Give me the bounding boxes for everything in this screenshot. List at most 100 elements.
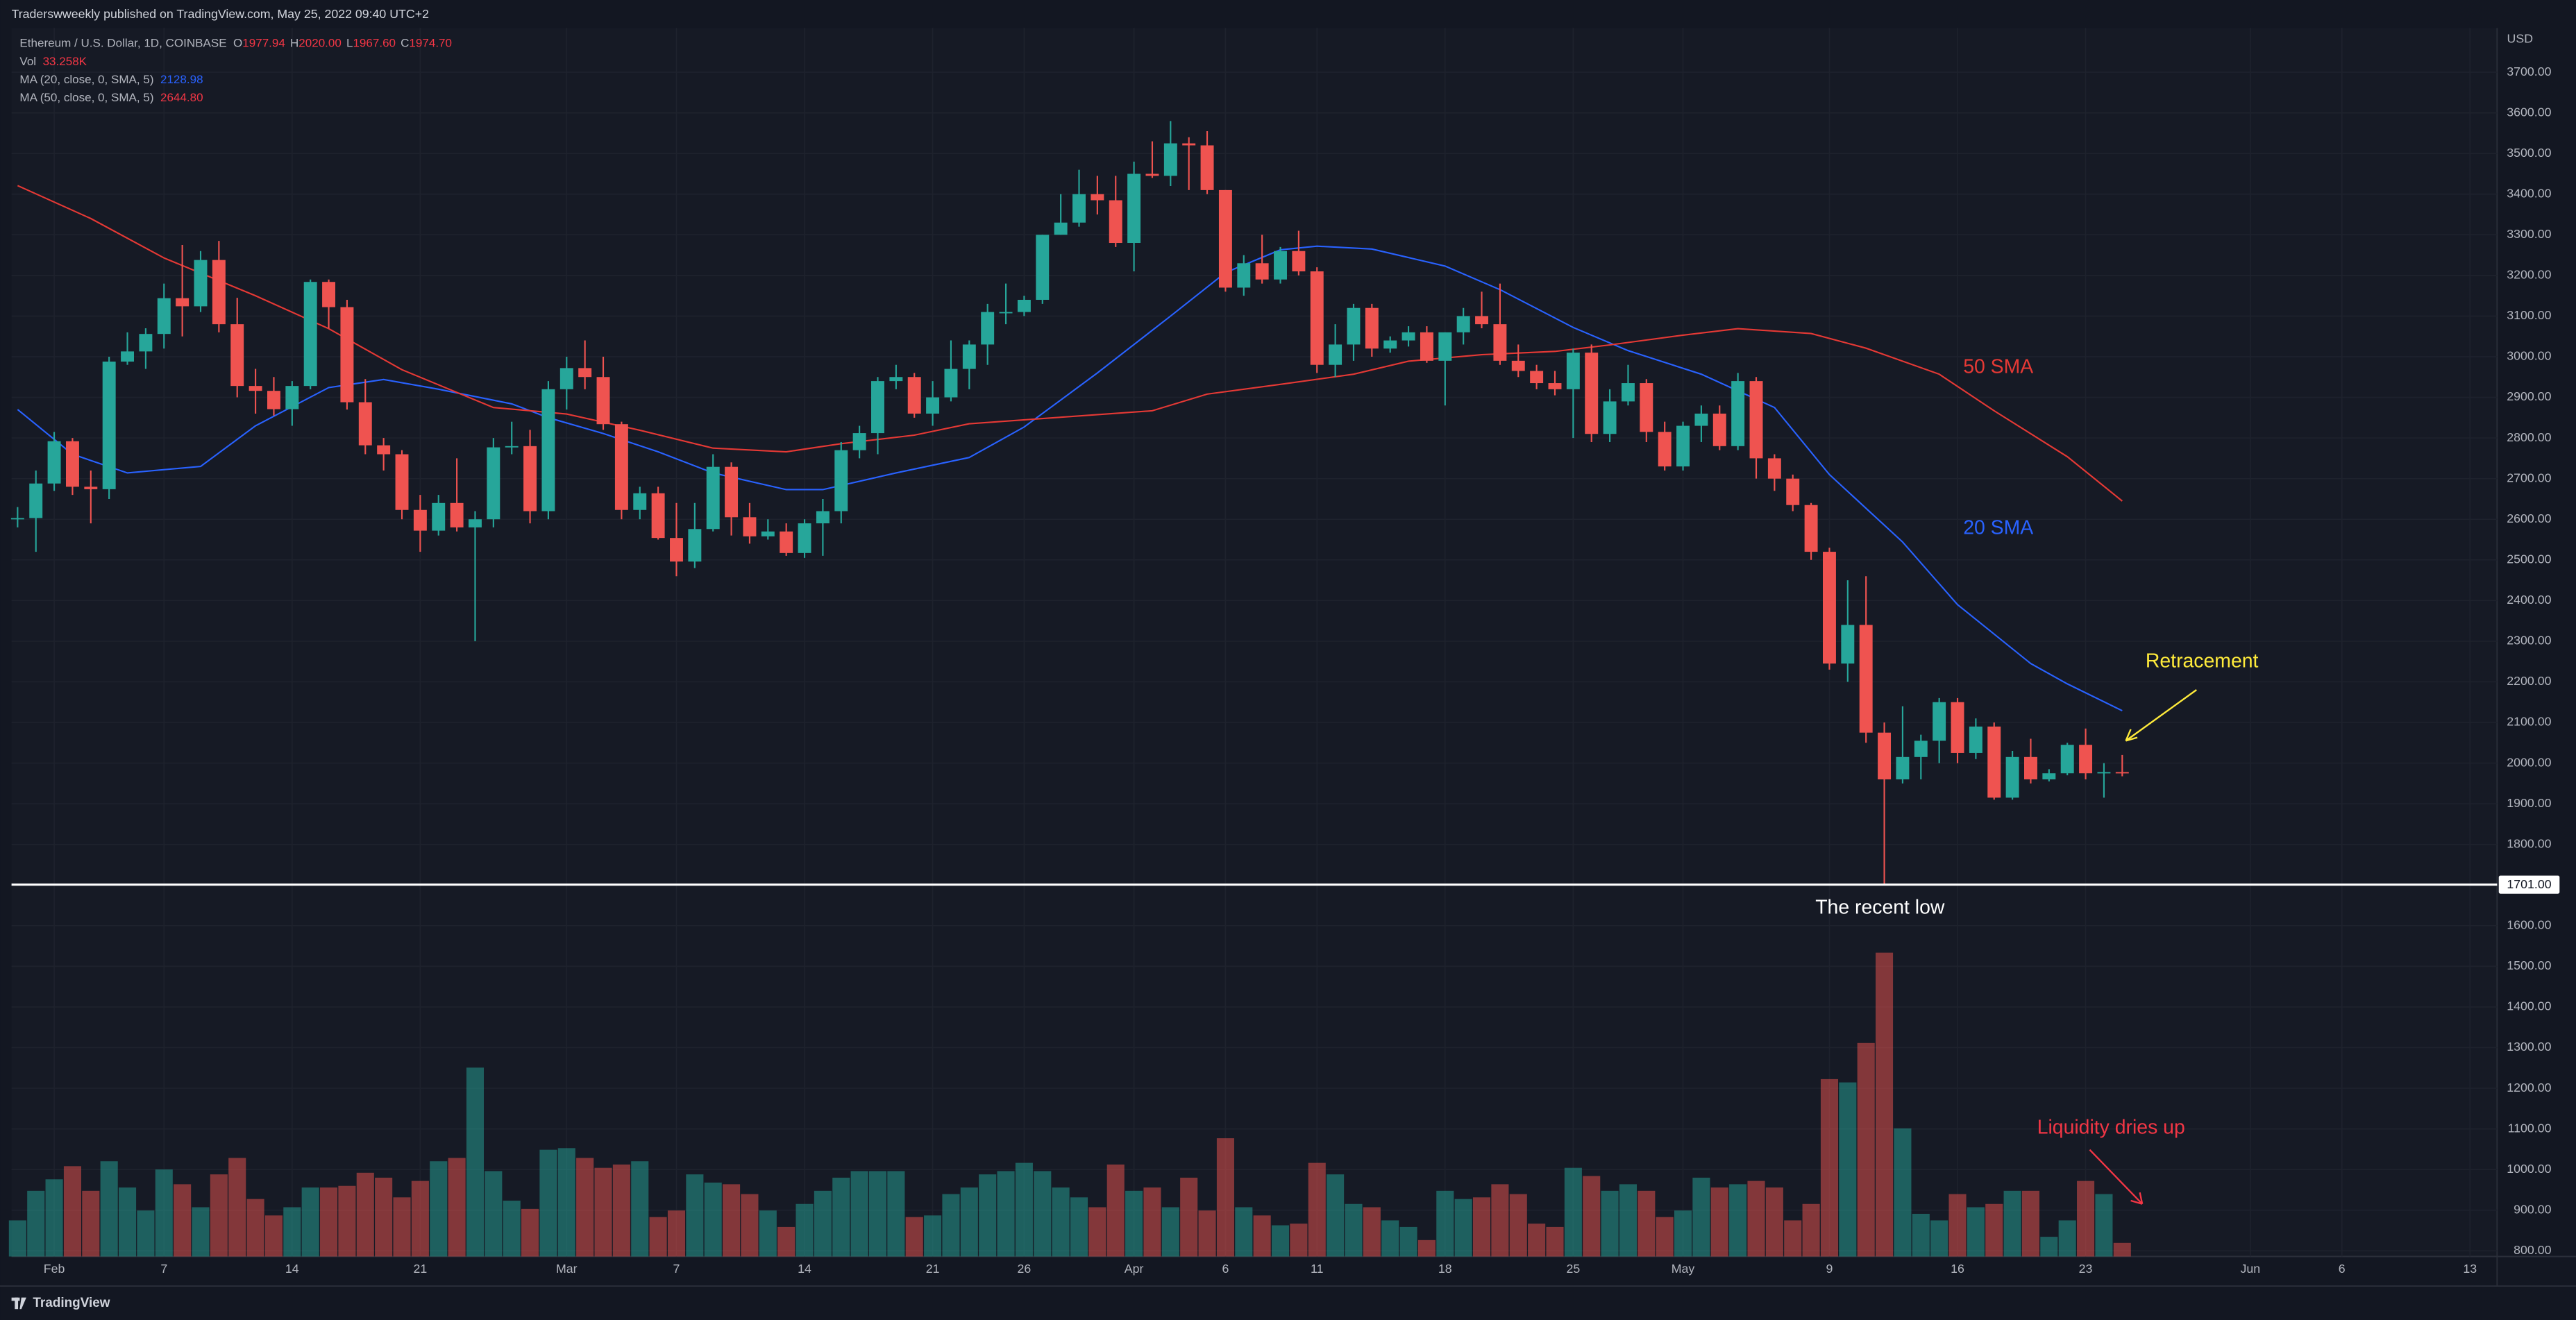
x-tick-label: 23: [2079, 1262, 2093, 1276]
volume-bar: [1106, 1164, 1125, 1257]
candle-body: [1749, 381, 1763, 459]
candle-body: [230, 324, 244, 387]
candle-body: [413, 509, 427, 531]
candle-body: [651, 493, 665, 539]
y-tick-label: 2500.00: [2507, 552, 2551, 566]
candle-body: [1822, 552, 1836, 664]
candle-body: [1859, 625, 1873, 733]
x-tick-label: 21: [414, 1262, 428, 1276]
volume-bar: [1491, 1184, 1509, 1257]
candle-body: [10, 518, 24, 520]
candle-body: [121, 351, 135, 362]
candle-body: [139, 334, 153, 352]
volume-bar: [1472, 1197, 1491, 1257]
x-tick-label: Apr: [1125, 1262, 1144, 1276]
volume-bar: [27, 1190, 45, 1257]
volume-bar: [356, 1172, 374, 1257]
volume-bar: [850, 1171, 868, 1257]
candle-body: [1475, 316, 1488, 325]
candle-body: [1145, 174, 1159, 176]
volume-bar: [210, 1174, 228, 1257]
volume-bar: [1417, 1239, 1436, 1257]
volume-bar: [612, 1164, 630, 1257]
volume-bar: [1546, 1226, 1564, 1257]
volume-bar: [1638, 1190, 1656, 1257]
y-tick-label: 1600.00: [2507, 918, 2551, 932]
y-tick-label: 3600.00: [2507, 105, 2551, 119]
y-tick-label: 3000.00: [2507, 349, 2551, 363]
candle-body: [962, 344, 976, 369]
volume-bar: [1583, 1176, 1601, 1257]
legend-ma50: MA (50, close, 0, SMA, 5): [19, 90, 153, 103]
candle-body: [1731, 381, 1745, 446]
candle-body: [1658, 432, 1672, 467]
candle-body: [926, 397, 940, 414]
volume-bar: [1125, 1190, 1143, 1257]
volume-bar: [301, 1187, 319, 1257]
candle-body: [2005, 756, 2019, 798]
candle-body: [706, 466, 720, 530]
candle-body: [303, 282, 317, 387]
candle-body: [725, 466, 739, 518]
y-tick-label: 1800.00: [2507, 836, 2551, 850]
x-tick-label: 26: [1018, 1262, 1032, 1276]
volume-bar: [686, 1174, 704, 1257]
volume-bar: [1509, 1194, 1527, 1257]
y-tick-label: 1900.00: [2507, 796, 2551, 810]
candle-body: [487, 447, 500, 520]
candle-body: [1438, 332, 1452, 361]
candle-body: [1310, 271, 1324, 365]
candle-body: [1274, 251, 1287, 280]
candle-body: [1365, 307, 1379, 349]
arrow-retracement: [2125, 689, 2197, 742]
volume-bar: [1345, 1203, 1363, 1257]
legend-vol-value: 33.258K: [43, 54, 87, 67]
volume-bar: [2095, 1194, 2113, 1257]
volume-bar: [576, 1158, 594, 1257]
candle-body: [871, 381, 884, 434]
volume-bar: [723, 1184, 741, 1257]
volume-bar: [118, 1187, 137, 1257]
candle-body: [1694, 413, 1708, 426]
candle-body: [432, 502, 446, 531]
volume-bar: [1363, 1207, 1381, 1257]
candle-body: [2079, 745, 2093, 774]
x-tick-label: Jun: [2241, 1262, 2261, 1276]
candle-body: [102, 362, 116, 489]
candle-body: [1896, 756, 1910, 780]
volume-bar: [1216, 1138, 1234, 1257]
y-tick-label: 900.00: [2514, 1202, 2551, 1216]
candle-body: [780, 531, 793, 553]
volume-bar: [905, 1217, 923, 1257]
volume-bar: [1327, 1174, 1345, 1257]
legend-l-value: 1967.60: [353, 36, 396, 49]
volume-bar: [1985, 1203, 2003, 1257]
candle-body: [1969, 726, 1982, 753]
volume-bar: [777, 1226, 795, 1257]
volume-bar: [887, 1171, 905, 1257]
candle-body: [1200, 145, 1214, 190]
x-tick-label: 7: [673, 1262, 680, 1276]
candle-body: [84, 486, 98, 489]
volume-bar: [1564, 1167, 1582, 1257]
candle-body: [907, 377, 921, 414]
y-tick-label: 1200.00: [2507, 1081, 2551, 1094]
legend-symbol: Ethereum / U.S. Dollar, 1D, COINBASE: [19, 36, 226, 49]
candle-body: [1109, 200, 1122, 244]
footer-brand: TradingView: [33, 1296, 110, 1310]
volume-bar: [1436, 1190, 1454, 1257]
candle-body: [578, 368, 592, 378]
volume-bar: [979, 1174, 997, 1257]
candle-body: [1511, 360, 1525, 371]
y-tick-label: 3100.00: [2507, 308, 2551, 322]
candle-body: [340, 307, 354, 403]
legend-ma20-value: 2128.98: [160, 72, 203, 85]
price-label: 1701.00: [2507, 877, 2551, 891]
candle-body: [1292, 251, 1306, 272]
volume-bar: [228, 1158, 246, 1257]
volume-bar: [466, 1067, 485, 1257]
candle-body: [1640, 383, 1653, 432]
candle-body: [889, 377, 903, 382]
candles: [10, 121, 2129, 885]
volume-bar: [2040, 1237, 2058, 1257]
